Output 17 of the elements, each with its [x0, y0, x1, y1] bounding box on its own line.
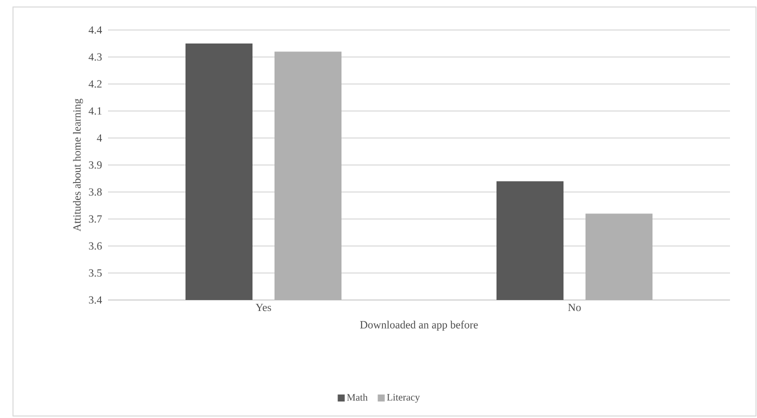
- y-tick-label: 4.4: [88, 26, 102, 34]
- y-tick-label: 4.1: [88, 107, 102, 115]
- y-tick-label: 3.8: [88, 188, 102, 196]
- y-tick-label: 4.2: [88, 80, 102, 88]
- y-tick-label: 3.4: [88, 296, 102, 304]
- y-tick-label: 4: [96, 134, 102, 142]
- y-tick-label: 4.3: [88, 53, 102, 61]
- x-tick-label: No: [568, 304, 581, 312]
- x-axis-title: Downloaded an app before: [360, 320, 478, 331]
- legend-label: Literacy: [387, 394, 420, 403]
- y-tick-label: 3.9: [88, 161, 102, 169]
- y-tick-label: 3.7: [88, 215, 102, 223]
- y-tick-label: 3.6: [88, 242, 102, 250]
- legend-label: Math: [346, 394, 368, 401]
- y-axis-title: Attitudes about home learning: [72, 98, 83, 232]
- x-tick-label: Yes: [256, 304, 272, 312]
- y-tick-label: 3.5: [88, 269, 102, 277]
